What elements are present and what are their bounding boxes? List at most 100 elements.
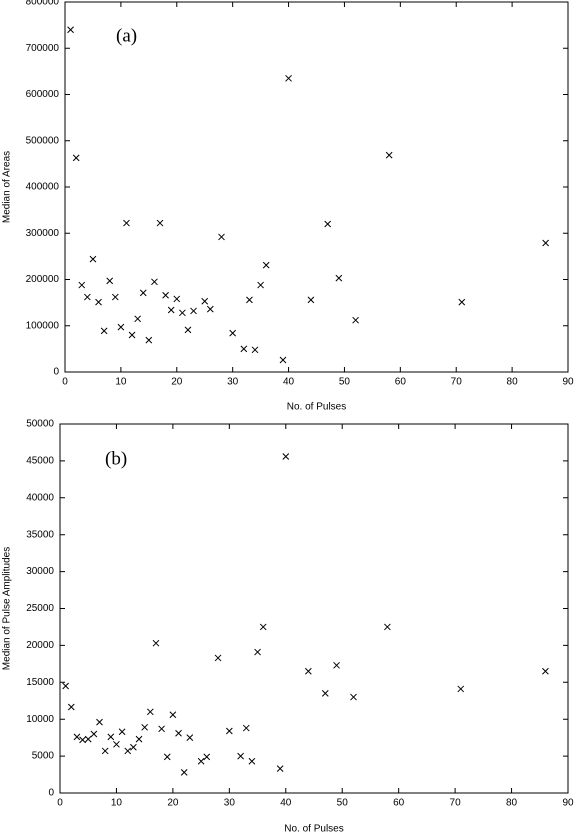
point <box>130 743 137 751</box>
point <box>352 316 359 324</box>
point <box>124 747 132 755</box>
x-tick-label: 40 <box>283 377 295 388</box>
point <box>72 154 80 162</box>
point <box>175 729 182 737</box>
point <box>141 723 149 731</box>
point <box>67 703 75 711</box>
x-tick-label: 60 <box>393 798 405 809</box>
point <box>163 753 171 761</box>
point <box>128 331 136 339</box>
y-tick-label: 200000 <box>26 274 60 285</box>
point <box>101 747 109 755</box>
point <box>84 293 91 301</box>
point <box>257 281 264 289</box>
point <box>134 315 142 323</box>
y-tick-label: 600000 <box>26 89 60 100</box>
point <box>179 309 186 317</box>
y-tick-label: 800000 <box>26 0 60 8</box>
x-tick-label: 10 <box>115 377 127 388</box>
point <box>113 740 120 748</box>
point <box>285 74 292 82</box>
point <box>203 753 211 761</box>
x-tick-label: 60 <box>395 377 407 388</box>
y-tick-label: 300000 <box>26 228 60 239</box>
x-tick-label: 50 <box>339 377 351 388</box>
point <box>96 718 103 726</box>
point <box>118 728 126 736</box>
point <box>385 151 393 159</box>
point <box>305 667 312 675</box>
point <box>186 734 194 742</box>
point <box>184 326 192 334</box>
point <box>95 298 102 306</box>
point <box>259 623 267 631</box>
point <box>218 233 225 241</box>
point <box>248 757 256 765</box>
point <box>123 219 130 227</box>
y-tick-label: 45000 <box>26 456 54 467</box>
point <box>321 690 329 697</box>
point <box>542 667 549 675</box>
x-tick-label: 30 <box>227 377 239 388</box>
y-tick-label: 400000 <box>26 182 60 193</box>
x-tick-label: 30 <box>224 798 236 809</box>
x-tick-label: 20 <box>167 798 179 809</box>
x-tick-label: 20 <box>171 377 183 388</box>
point <box>251 346 259 354</box>
point <box>111 293 119 301</box>
y-tick-label: 700000 <box>26 43 60 54</box>
plot-frame <box>59 423 569 794</box>
x-tick-label: 50 <box>337 798 349 809</box>
point <box>146 708 154 716</box>
y-tick-label: 10000 <box>26 714 54 725</box>
point <box>254 648 261 656</box>
x-tick-label: 40 <box>280 798 292 809</box>
point <box>282 453 290 460</box>
point <box>307 296 315 304</box>
y-tick-label: 0 <box>53 367 59 378</box>
point <box>206 305 214 313</box>
point <box>156 219 164 227</box>
point <box>246 296 253 304</box>
point <box>78 281 86 289</box>
x-tick-label: 70 <box>450 798 462 809</box>
point <box>279 356 287 364</box>
point <box>169 711 177 719</box>
point <box>67 26 74 34</box>
point <box>190 307 197 315</box>
point <box>324 220 332 228</box>
point <box>384 623 391 631</box>
point <box>237 752 244 760</box>
point <box>276 765 284 772</box>
point <box>458 298 466 306</box>
point <box>162 291 169 299</box>
point <box>62 682 69 690</box>
y-axis-label: Median of Pulse Amplitudes <box>2 547 13 670</box>
x-tick-label: 90 <box>562 377 574 388</box>
annotation: (b) <box>105 448 127 469</box>
point <box>197 757 205 765</box>
point <box>214 654 222 662</box>
x-axis-label: No. of Pulses <box>284 824 343 835</box>
point <box>173 295 181 303</box>
point <box>229 329 237 337</box>
x-tick-label: 10 <box>111 798 123 809</box>
x-tick-label: 90 <box>562 798 574 809</box>
y-tick-label: 5000 <box>32 751 55 762</box>
point <box>242 724 250 732</box>
x-tick-label: 80 <box>507 377 519 388</box>
point <box>139 289 147 297</box>
x-tick-label: 70 <box>451 377 463 388</box>
point <box>152 639 160 647</box>
chart: 0 5000 10000 15000 20000 25000 30000 35000 40000… <box>2 419 574 835</box>
point <box>350 693 357 701</box>
x-tick-label: 0 <box>62 377 68 388</box>
point <box>73 733 81 741</box>
point <box>84 735 92 743</box>
point <box>106 277 114 285</box>
point <box>135 735 143 743</box>
point <box>158 725 165 733</box>
point <box>151 278 158 286</box>
point <box>542 239 549 247</box>
